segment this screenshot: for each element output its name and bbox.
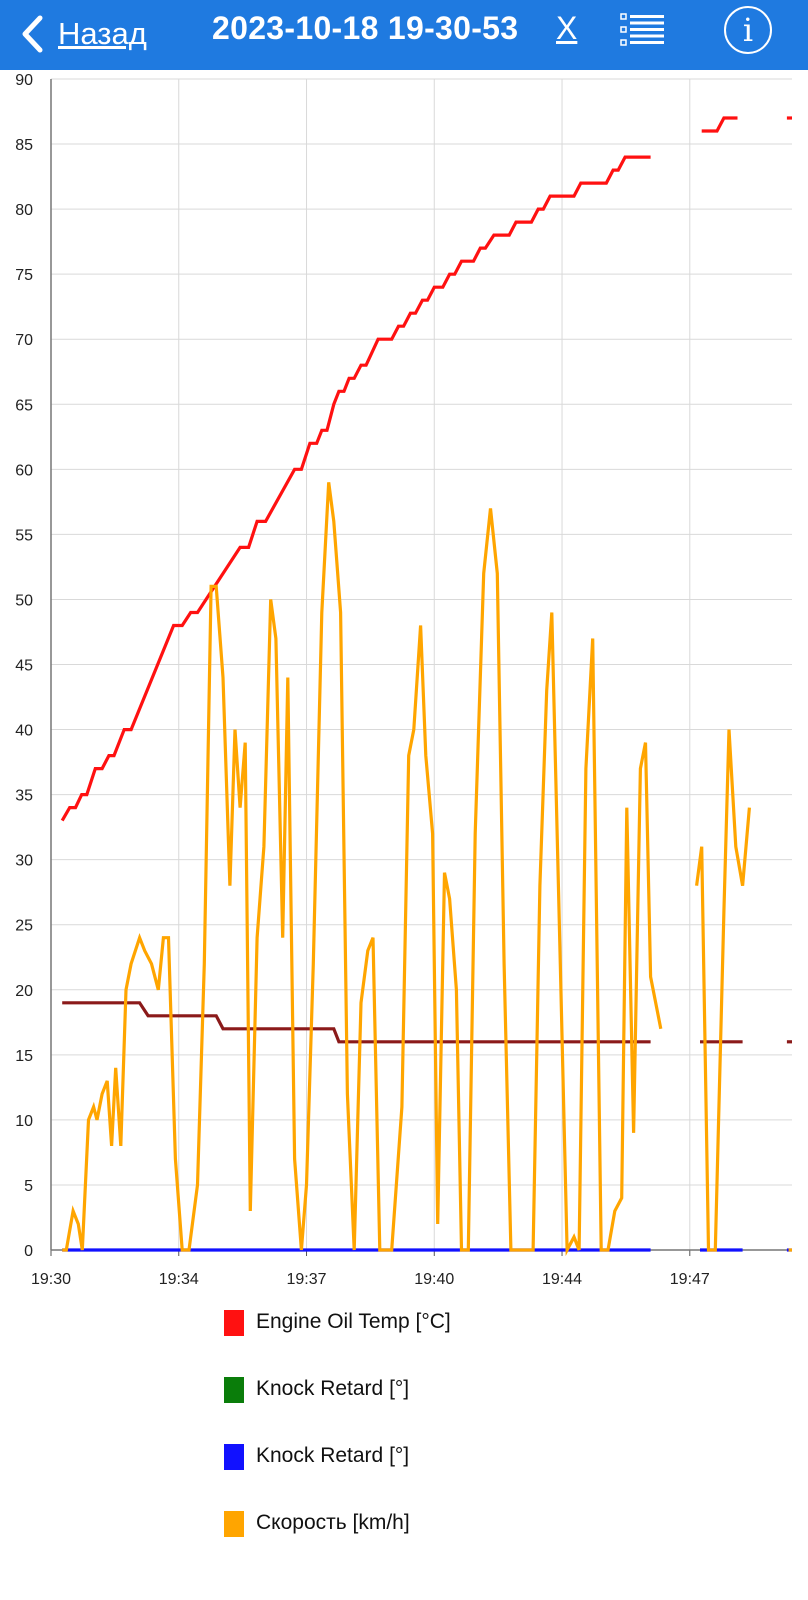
legend-item[interactable]: Knock Retard [°] <box>224 1442 584 1472</box>
series-line-0-segment-0 <box>60 155 651 822</box>
back-label[interactable]: Назад <box>58 16 147 51</box>
series-line-0-segment-1 <box>701 116 738 133</box>
y-tick-label: 60 <box>15 462 33 479</box>
legend-item[interactable]: Скорость [km/h] <box>224 1509 584 1539</box>
header-bar: Назад 2023-10-18 19-30-53 X i <box>0 0 808 70</box>
legend-label: Knock Retard [°] <box>256 1444 410 1467</box>
legend-swatch <box>224 1444 244 1470</box>
y-tick-label: 5 <box>24 1178 33 1195</box>
legend-label: Engine Oil Temp [°C] <box>256 1310 451 1333</box>
legend-item[interactable]: Knock Retard [°] <box>224 1375 584 1405</box>
y-tick-label: 10 <box>15 1113 33 1130</box>
y-tick-label: 75 <box>15 267 33 284</box>
x-tick-label: 19:47 <box>670 1271 710 1288</box>
legend-item[interactable]: Engine Oil Temp [°C] <box>224 1308 584 1338</box>
list-button[interactable] <box>620 12 666 53</box>
y-tick-label: 45 <box>15 658 33 675</box>
x-tick-label: 19:30 <box>31 1271 71 1288</box>
series-line-1-segment-0 <box>62 1001 651 1044</box>
y-tick-label: 30 <box>15 853 33 870</box>
page-title: 2023-10-18 19-30-53 <box>212 10 519 46</box>
y-tick-label: 35 <box>15 788 33 805</box>
y-tick-label: 90 <box>15 72 33 89</box>
close-button[interactable]: X <box>556 10 578 46</box>
chevron-left-icon <box>22 15 43 53</box>
series-line-3-segment-0 <box>62 482 663 1257</box>
y-tick-label: 85 <box>15 137 33 154</box>
x-tick-label: 19:44 <box>542 1271 582 1288</box>
series-line-3-segment-1 <box>695 729 751 1252</box>
y-tick-label: 65 <box>15 397 33 414</box>
y-tick-label: 20 <box>15 983 33 1000</box>
legend-label: Скорость [km/h] <box>256 1511 410 1534</box>
legend-swatch <box>224 1377 244 1403</box>
y-tick-label: 15 <box>15 1048 33 1065</box>
y-tick-label: 55 <box>15 527 33 544</box>
y-tick-label: 0 <box>24 1243 33 1260</box>
legend-swatch <box>224 1511 244 1537</box>
line-chart: 0 5 10 15 20 25 30 35 40 45 50 55 60 65 70 75 80 85 90 19:3… <box>15 72 792 1288</box>
back-button[interactable]: Назад <box>20 6 147 62</box>
y-tick-label: 50 <box>15 592 33 609</box>
y-tick-label: 25 <box>15 918 33 935</box>
x-tick-label: 19:34 <box>159 1271 199 1288</box>
y-tick-label: 70 <box>15 332 33 349</box>
legend-label: Knock Retard [°] <box>256 1377 410 1400</box>
list-icon <box>620 13 664 46</box>
legend-swatch <box>224 1310 244 1336</box>
y-tick-label: 80 <box>15 202 33 219</box>
x-tick-label: 19:40 <box>414 1271 454 1288</box>
x-tick-label: 19:37 <box>286 1271 326 1288</box>
y-tick-label: 40 <box>15 723 33 740</box>
info-button[interactable]: i <box>724 6 772 54</box>
info-icon: i <box>742 11 754 49</box>
